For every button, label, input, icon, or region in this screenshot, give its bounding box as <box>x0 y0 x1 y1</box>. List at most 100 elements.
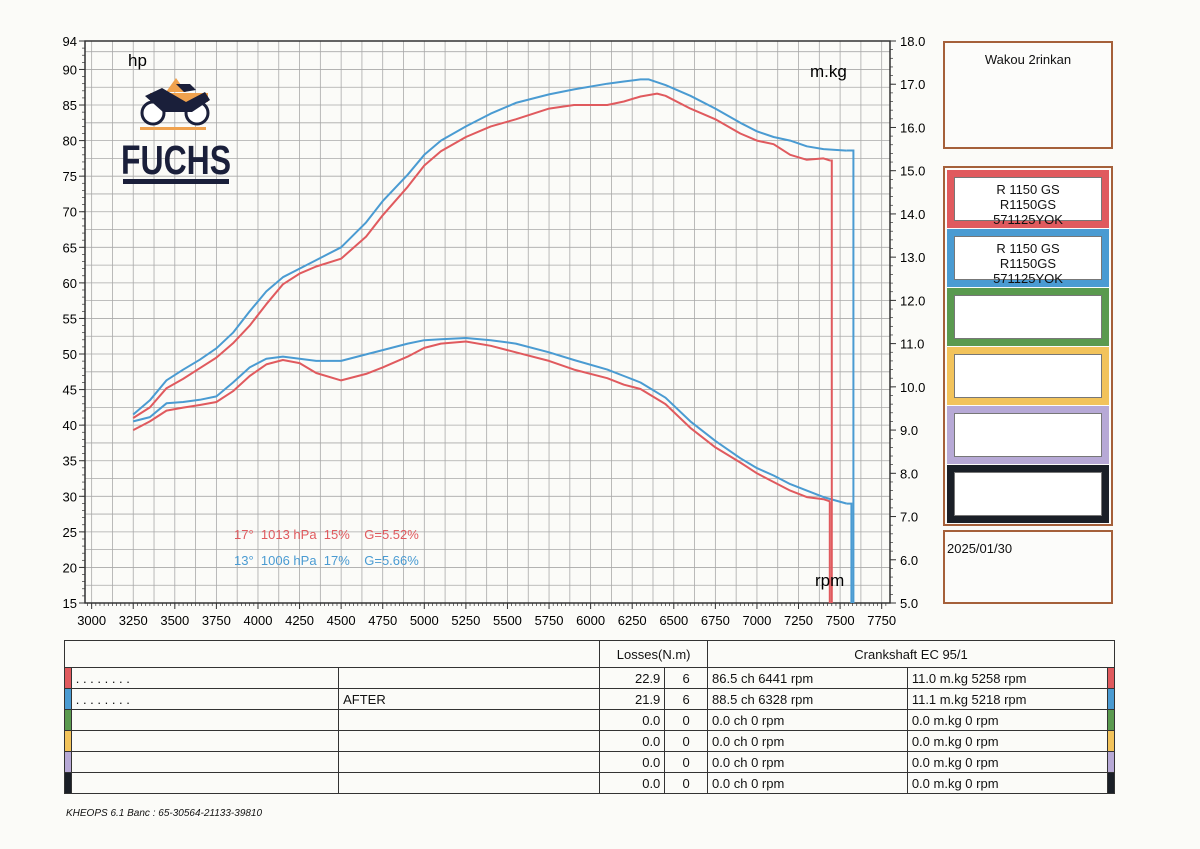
run-legend-3 <box>947 288 1109 346</box>
y-right-tick-label: 16.0 <box>900 120 925 135</box>
row-loss2: 0 <box>664 772 709 794</box>
losses-header: Losses(N.m) <box>599 640 709 668</box>
y-right-tick-label: 5.0 <box>900 596 918 611</box>
drop-line-power-1 <box>830 159 833 603</box>
row-color-bar <box>64 709 72 731</box>
run-legend-label <box>954 295 1102 339</box>
row-loss2: 0 <box>664 751 709 773</box>
x-tick-label: 5750 <box>535 613 564 628</box>
y-right-tick-label: 14.0 <box>900 207 925 222</box>
row-power: 86.5 ch 6441 rpm <box>707 667 908 689</box>
y-right-tick-label: 8.0 <box>900 466 918 481</box>
y-left-tick-label: 25 <box>63 525 77 540</box>
table-header-row: Losses(N.m) Crankshaft EC 95/1 <box>63 640 1115 668</box>
row-color-bar-right <box>1107 667 1115 689</box>
x-tick-label: 6250 <box>618 613 647 628</box>
row-note <box>338 667 601 689</box>
row-loss2: 0 <box>664 709 709 731</box>
x-tick-label: 4000 <box>244 613 273 628</box>
row-loss1: 21.9 <box>599 688 666 710</box>
x-tick-label: 7750 <box>867 613 896 628</box>
date-text: 2025/01/30 <box>947 541 1013 556</box>
row-torque: 0.0 m.kg 0 rpm <box>906 772 1109 794</box>
y-left-tick-label: 80 <box>63 134 77 149</box>
row-note: AFTER <box>338 688 601 710</box>
y-right-axis-label: m.kg <box>810 62 847 81</box>
series-run2-power <box>132 78 847 416</box>
x-tick-label: 5500 <box>493 613 522 628</box>
conditions-run1: 17° 1013 hPa 15% G=5.52% <box>234 527 419 542</box>
row-power: 0.0 ch 0 rpm <box>707 772 908 794</box>
row-power: 88.5 ch 6328 rpm <box>707 688 908 710</box>
motorcycle-icon <box>140 78 210 130</box>
row-note <box>338 772 601 794</box>
series-run2-torque <box>132 337 848 505</box>
row-name: . . . . . . . . <box>70 688 340 710</box>
run-legend-1: R 1150 GS R1150GS 571125YOK <box>947 170 1109 228</box>
results-table: Losses(N.m) Crankshaft EC 95/1 . . . . .… <box>63 640 1115 794</box>
drop-line-torque-2 <box>846 502 853 603</box>
date-box: 2025/01/30 <box>943 530 1113 604</box>
run-legend-label <box>954 354 1102 398</box>
y-left-tick-label: 75 <box>63 169 77 184</box>
x-tick-label: 3250 <box>119 613 148 628</box>
chart-grid <box>85 41 890 604</box>
x-tick-label: 3750 <box>202 613 231 628</box>
series-run1-power <box>132 92 831 419</box>
row-name <box>70 772 340 794</box>
table-row: . . . . . . . . 22.9 6 86.5 ch 6441 rpm 11.0… <box>64 667 1115 689</box>
fuchs-brand-text: FUCHS <box>121 137 231 183</box>
row-name <box>70 709 340 731</box>
row-torque: 0.0 m.kg 0 rpm <box>906 709 1109 731</box>
row-color-bar-right <box>1107 730 1115 752</box>
run-legend-label <box>954 413 1102 457</box>
header-text: Wakou 2rinkan <box>984 52 1072 67</box>
y-right-tick-label: 9.0 <box>900 423 918 438</box>
row-name: . . . . . . . . <box>70 667 340 689</box>
chart-series <box>132 78 855 603</box>
row-color-bar <box>64 772 72 794</box>
row-loss1: 0.0 <box>599 730 666 752</box>
x-tick-label: 4250 <box>285 613 314 628</box>
x-tick-label: 5000 <box>410 613 439 628</box>
row-color-bar-right <box>1107 772 1115 794</box>
series-run1-torque <box>132 340 831 503</box>
y-left-tick-label: 35 <box>63 454 77 469</box>
table-row: 0.0 0 0.0 ch 0 rpm 0.0 m.kg 0 rpm <box>64 772 1115 794</box>
table-row: 0.0 0 0.0 ch 0 rpm 0.0 m.kg 0 rpm <box>64 709 1115 731</box>
row-torque: 11.0 m.kg 5258 rpm <box>906 667 1109 689</box>
y-left-tick-label: 55 <box>63 311 77 326</box>
y-left-tick-label: 94 <box>63 34 77 49</box>
row-color-bar <box>64 688 72 710</box>
crankshaft-header: Crankshaft EC 95/1 <box>707 640 1115 668</box>
row-power: 0.0 ch 0 rpm <box>707 751 908 773</box>
y-left-tick-label: 60 <box>63 276 77 291</box>
y-right-tick-label: 7.0 <box>900 510 918 525</box>
row-note <box>338 709 601 731</box>
y-right-tick-label: 12.0 <box>900 293 925 308</box>
run-legend-2: R 1150 GS R1150GS 571125YOK <box>947 229 1109 287</box>
row-loss2: 6 <box>664 688 709 710</box>
y-left-tick-label: 85 <box>63 98 77 113</box>
row-color-bar <box>64 730 72 752</box>
x-tick-label: 5250 <box>451 613 480 628</box>
row-note <box>338 751 601 773</box>
y-left-tick-label: 70 <box>63 205 77 220</box>
x-tick-label: 7250 <box>784 613 813 628</box>
y-right-tick-label: 18.0 <box>900 34 925 49</box>
y-right-tick-label: 6.0 <box>900 553 918 568</box>
plot-frame <box>84 40 891 604</box>
row-power: 0.0 ch 0 rpm <box>707 730 908 752</box>
header-box: Wakou 2rinkan <box>943 41 1113 149</box>
x-tick-label: 6000 <box>576 613 605 628</box>
y-left-tick-label: 15 <box>63 596 77 611</box>
table-row: 0.0 0 0.0 ch 0 rpm 0.0 m.kg 0 rpm <box>64 730 1115 752</box>
run-legend-label: R 1150 GS R1150GS 571125YOK <box>954 177 1102 227</box>
x-tick-label: 6500 <box>659 613 688 628</box>
y-left-tick-label: 45 <box>63 383 77 398</box>
y-left-tick-label: 90 <box>63 62 77 77</box>
chart-axes: 15 20 25 30 35 40 45 50 55 60 65 70 75 80 85 90 94 5.0 6.0… <box>63 34 926 628</box>
y-left-tick-label: 30 <box>63 489 77 504</box>
run-legend-label <box>954 472 1102 516</box>
x-tick-label: 7500 <box>826 613 855 628</box>
